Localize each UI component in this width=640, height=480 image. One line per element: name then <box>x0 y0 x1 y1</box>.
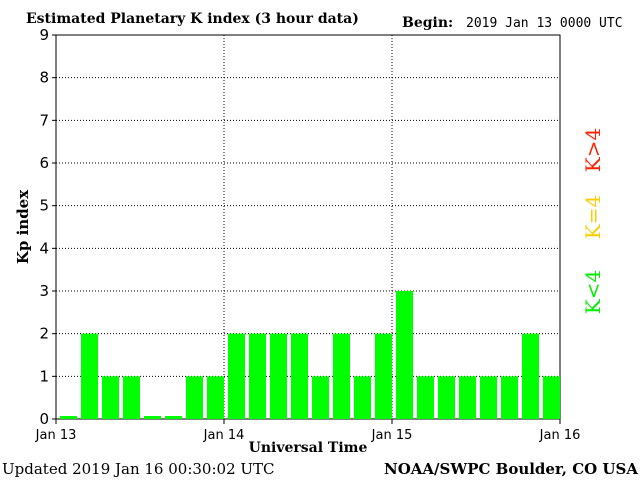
y-tick-label: 6 <box>39 154 49 172</box>
kp-bar <box>333 333 350 419</box>
kp-bar <box>270 333 287 419</box>
kp-bars <box>60 291 560 419</box>
y-axis-label: Kp index <box>14 189 32 264</box>
x-tick-label: Jan 13 <box>35 428 77 443</box>
kp-bar <box>102 376 119 419</box>
kp-bar <box>375 333 392 419</box>
legend-k-greater-4: K>4 <box>581 128 605 172</box>
kp-bar <box>186 376 203 419</box>
kp-bar <box>165 416 182 419</box>
y-tick-label: 9 <box>39 26 49 44</box>
x-axis-label: Universal Time <box>249 440 368 456</box>
begin-label: Begin: <box>402 15 453 31</box>
y-tick-label: 0 <box>39 410 49 428</box>
kp-bar <box>60 416 77 419</box>
kp-bar <box>396 291 413 419</box>
x-axis-ticks: Jan 13 Jan 14 Jan 15 Jan 16 <box>35 419 581 443</box>
kp-bar <box>81 333 98 419</box>
source-credit: NOAA/SWPC Boulder, CO USA <box>384 460 638 478</box>
kp-bar <box>291 333 308 419</box>
kp-bar <box>123 376 140 419</box>
y-tick-label: 1 <box>39 367 49 385</box>
chart-title: Estimated Planetary K index (3 hour data… <box>26 11 359 27</box>
y-tick-label: 2 <box>39 325 49 343</box>
vertical-gridlines <box>223 35 393 419</box>
kp-bar <box>144 416 161 419</box>
y-tick-label: 5 <box>39 197 49 215</box>
y-tick-label: 7 <box>39 111 49 129</box>
kp-bar <box>522 333 539 419</box>
begin-value: 2019 Jan 13 0000 UTC <box>466 16 623 31</box>
kp-bar <box>480 376 497 419</box>
kp-bar <box>417 376 434 419</box>
y-tick-label: 8 <box>39 69 49 87</box>
y-axis-ticks: 0 1 2 3 4 5 6 7 8 9 <box>39 26 56 428</box>
y-tick-label: 4 <box>39 239 49 257</box>
kp-bar <box>312 376 329 419</box>
kp-bar <box>354 376 371 419</box>
kp-bar <box>228 333 245 419</box>
x-tick-label: Jan 14 <box>203 428 245 443</box>
y-tick-label: 3 <box>39 282 49 300</box>
kp-bar <box>249 333 266 419</box>
x-tick-label: Jan 15 <box>371 428 413 443</box>
kp-bar <box>543 376 560 419</box>
kp-bar <box>459 376 476 419</box>
legend-k-less-4: K<4 <box>581 270 605 314</box>
kp-bar <box>438 376 455 419</box>
legend-k-equal-4: K=4 <box>581 195 605 239</box>
x-tick-label: Jan 16 <box>539 428 581 443</box>
updated-timestamp: Updated 2019 Jan 16 00:30:02 UTC <box>2 460 275 478</box>
kp-bar <box>207 376 224 419</box>
kp-bar <box>501 376 518 419</box>
